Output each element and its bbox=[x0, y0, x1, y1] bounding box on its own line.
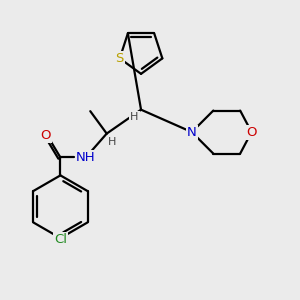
Text: H: H bbox=[130, 112, 139, 122]
Text: NH: NH bbox=[76, 151, 96, 164]
Text: O: O bbox=[246, 126, 257, 139]
Text: O: O bbox=[40, 129, 51, 142]
Text: H: H bbox=[108, 137, 116, 147]
Text: N: N bbox=[187, 126, 197, 139]
Text: S: S bbox=[116, 52, 124, 65]
Text: Cl: Cl bbox=[54, 233, 67, 246]
